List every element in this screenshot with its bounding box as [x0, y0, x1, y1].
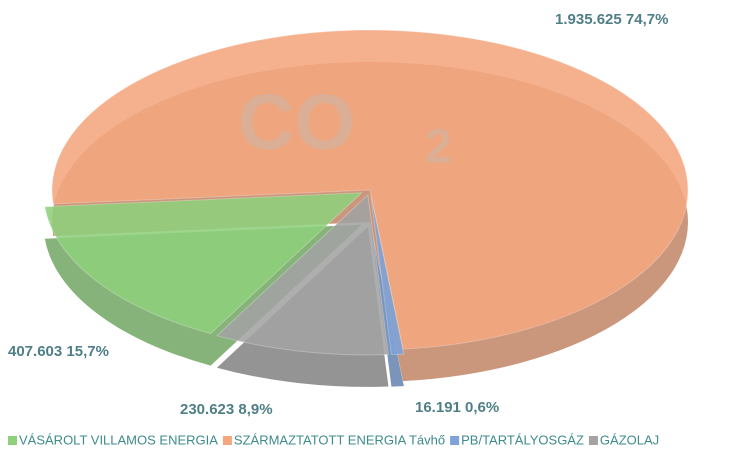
pie-slice — [215, 193, 390, 356]
pie-slice — [51, 29, 689, 350]
legend-label: PB/TARTÁLYOSGÁZ — [461, 432, 584, 447]
data-label: 230.623 8,9% — [180, 401, 273, 418]
legend-swatch — [588, 436, 598, 445]
pie-slice — [370, 194, 405, 356]
legend-swatch — [450, 436, 460, 445]
data-label: 16.191 0,6% — [415, 399, 499, 416]
legend-label: SZÁRMAZTATOTT ENERGIA Távhő — [234, 432, 445, 447]
watermark: 2 — [425, 121, 452, 174]
legend-swatch — [222, 436, 232, 445]
legend-swatch — [8, 436, 17, 445]
data-label: 1.935.625 74,7% — [555, 11, 668, 28]
pie — [44, 29, 689, 387]
pie-slice — [44, 192, 363, 335]
legend-label: GÁZOLAJ — [600, 432, 659, 447]
legend-label: VÁSÁROLT VILLAMOS ENERGIA — [19, 432, 218, 447]
watermark: CO — [238, 78, 355, 166]
data-label: 407.603 15,7% — [8, 343, 109, 360]
